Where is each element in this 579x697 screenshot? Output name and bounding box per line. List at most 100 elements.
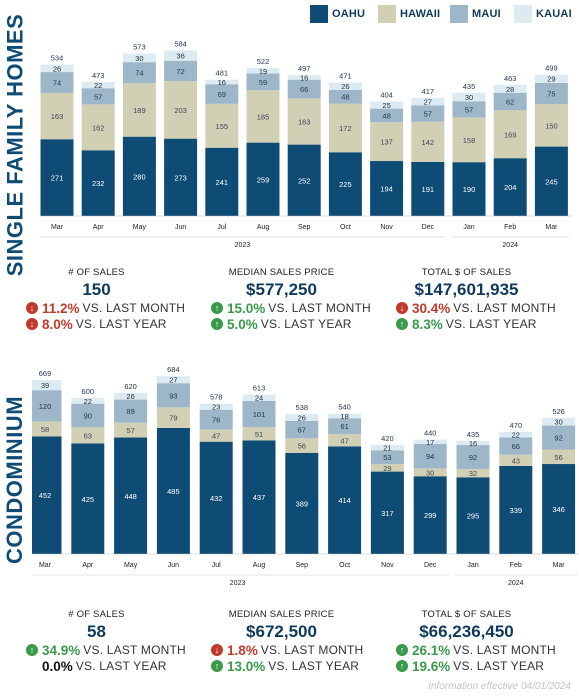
data-label-oahu: 273 xyxy=(174,173,187,182)
data-label-hawaii: 162 xyxy=(92,123,105,132)
x-tick-label: Mar xyxy=(545,224,558,231)
year-label: 2023 xyxy=(230,580,246,587)
bar-segment-hawaii xyxy=(114,422,148,438)
data-label-kauai: 26 xyxy=(341,82,349,91)
data-label-kauai: 16 xyxy=(300,73,308,82)
bar-segment-oahu xyxy=(114,437,148,554)
data-label-oahu: 437 xyxy=(253,493,266,502)
bar-segment-hawaii xyxy=(370,122,404,162)
arrow-up-icon: ↑ xyxy=(211,660,223,672)
data-label-maui: 57 xyxy=(94,92,102,101)
bar-segment-maui xyxy=(199,409,233,430)
bar-segment-kauai xyxy=(156,376,190,384)
x-tick-label: Aug xyxy=(257,224,270,231)
year-label: 2024 xyxy=(508,580,524,587)
bar-segment-hawaii xyxy=(328,434,362,447)
change-percent: 5.0% xyxy=(227,316,258,332)
data-label-kauai: 36 xyxy=(176,52,184,61)
data-label-oahu: 346 xyxy=(552,505,565,514)
x-tick-label: Sep xyxy=(296,562,309,569)
comparison-year: ↑ 13.0% VS. LAST YEAR xyxy=(189,658,374,674)
legend-swatch xyxy=(514,5,532,23)
bar-segment-kauai xyxy=(413,439,447,445)
data-label-oahu: 295 xyxy=(467,512,480,521)
change-label: VS. LAST MONTH xyxy=(268,301,371,315)
bar-12: 204 169 62 28 xyxy=(493,84,527,216)
legend-label: MAUI xyxy=(472,8,501,20)
x-tick-label: May xyxy=(133,224,147,231)
year-group-2024: 2024 xyxy=(451,236,569,249)
data-label-hawaii: 56 xyxy=(554,453,562,462)
x-tick-label: Dec xyxy=(422,224,435,231)
data-label-maui: 89 xyxy=(126,407,134,416)
data-label-oahu: 485 xyxy=(167,487,180,496)
legend-swatch xyxy=(310,5,328,23)
bar-segment-maui xyxy=(164,60,198,82)
bar-2: 425 63 90 22 xyxy=(71,397,105,554)
data-label-kauai: 30 xyxy=(135,54,143,63)
x-tick-label: Jun xyxy=(175,224,186,231)
total-label: 463 xyxy=(504,74,517,83)
bar-segment-hawaii xyxy=(32,421,62,437)
data-label-kauai: 30 xyxy=(465,93,473,102)
x-tick-label: Oct xyxy=(340,224,351,231)
x-tick-label: Aug xyxy=(253,562,266,569)
bar-5: 241 155 69 16 xyxy=(205,78,239,216)
data-label-oahu: 339 xyxy=(510,506,523,515)
bar-segment-hawaii xyxy=(413,468,447,477)
data-label-oahu: 225 xyxy=(339,180,352,189)
bar-segment-maui xyxy=(413,444,447,469)
data-label-kauai: 27 xyxy=(169,376,177,385)
bar-segment-hawaii xyxy=(40,93,74,140)
comparison-year: ↑ 8.3% VS. LAST YEAR xyxy=(374,316,559,332)
bar-segment-kauai xyxy=(199,403,233,410)
data-label-hawaii: 158 xyxy=(463,136,476,145)
bar-segment-oahu xyxy=(242,440,276,554)
stat-value: $147,601,935 xyxy=(414,280,519,299)
legend-label: OAHU xyxy=(332,8,366,20)
bar-segment-kauai xyxy=(328,413,362,419)
data-label-hawaii: 172 xyxy=(339,124,352,133)
bar-segment-maui xyxy=(328,418,362,435)
bar-segment-oahu xyxy=(493,158,527,216)
data-label-hawaii: 155 xyxy=(216,122,229,131)
x-tick-label: May xyxy=(124,562,138,569)
data-label-maui: 57 xyxy=(424,110,432,119)
data-label-maui: 61 xyxy=(340,422,348,431)
bar-segment-oahu xyxy=(71,443,105,554)
comparison-month: ↑ 15.0% VS. LAST MONTH xyxy=(189,300,374,316)
stat-header: # OF SALES xyxy=(68,267,125,278)
change-percent: 15.0% xyxy=(227,300,266,316)
bar-segment-kauai xyxy=(164,50,198,61)
legend-label: KAUAI xyxy=(536,8,572,20)
bar-segment-oahu xyxy=(413,476,447,554)
change-percent: 30.4% xyxy=(412,300,451,316)
data-label-oahu: 389 xyxy=(296,499,309,508)
bar-segment-oahu xyxy=(456,477,490,554)
data-label-kauai: 17 xyxy=(426,438,434,447)
change-label: VS. LAST YEAR xyxy=(453,659,545,673)
arrow-up-icon: ↑ xyxy=(26,644,38,656)
bar-segment-maui xyxy=(370,450,404,465)
data-label-kauai: 26 xyxy=(298,414,306,423)
bar-segment-kauai xyxy=(452,92,486,102)
arrow-down-icon: ↓ xyxy=(26,302,38,314)
data-label-hawaii: 58 xyxy=(41,425,49,434)
bar-segment-maui xyxy=(287,79,321,99)
data-label-hawaii: 30 xyxy=(426,468,434,477)
bar-segment-maui xyxy=(40,72,74,94)
comparison-year: ↑ 19.6% VS. LAST YEAR xyxy=(374,658,559,674)
bar-segment-hawaii xyxy=(370,464,404,472)
data-label-maui: 74 xyxy=(53,79,61,88)
bar-segment-oahu xyxy=(205,147,239,216)
data-label-oahu: 432 xyxy=(210,494,223,503)
bar-segment-hawaii xyxy=(542,449,576,465)
bar-segment-maui xyxy=(285,420,319,439)
data-label-kauai: 21 xyxy=(383,444,391,453)
bar-segment-kauai xyxy=(493,84,527,93)
x-tick-label: Mar xyxy=(553,562,566,569)
bar-segment-kauai xyxy=(122,53,156,63)
total-label: 578 xyxy=(210,393,223,402)
stat-header: MEDIAN SALES PRICE xyxy=(228,267,335,278)
x-tick-label: Apr xyxy=(82,562,94,569)
